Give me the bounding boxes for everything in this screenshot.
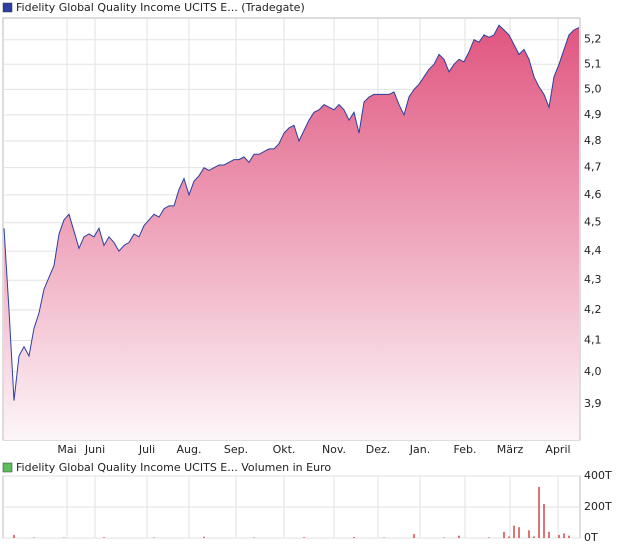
legend-label: Fidelity Global Quality Income UCITS E..… — [16, 461, 331, 474]
y-tick-label: 5,1 — [584, 57, 602, 70]
volume-bar — [353, 537, 355, 538]
y-tick-label: 4,0 — [584, 365, 602, 378]
x-tick-label: Nov. — [322, 443, 346, 456]
x-tick-label: Aug. — [177, 443, 202, 456]
y-tick-label: 4,5 — [584, 216, 602, 229]
volume-bar — [13, 534, 15, 538]
y-tick-label: 3,9 — [584, 397, 602, 410]
area — [4, 25, 579, 440]
y-tick-label: 4,1 — [584, 334, 602, 347]
x-tick-label: Dez. — [366, 443, 391, 456]
volume-bar — [518, 527, 520, 538]
y-tick-label: 400T — [584, 469, 612, 482]
y-tick-label: 5,0 — [584, 82, 602, 95]
volume-bar — [503, 531, 505, 538]
y-tick-label: 4,9 — [584, 108, 602, 121]
x-tick-label: Mai — [57, 443, 76, 456]
y-tick-label: 4,8 — [584, 134, 602, 147]
volume-bar — [488, 537, 490, 538]
volume-bar — [543, 503, 545, 538]
line — [3, 24, 580, 401]
y-tick-label: 4,7 — [584, 161, 602, 174]
legend-swatch — [2, 2, 13, 13]
volume-bar — [413, 534, 415, 538]
volume-bar — [303, 537, 305, 538]
volume-bar — [563, 533, 565, 538]
y-tick-label: 4,2 — [584, 303, 602, 316]
y-tick-label: 200T — [584, 500, 612, 513]
x-tick-label: Okt. — [273, 443, 296, 456]
volume-bar — [568, 535, 570, 538]
volume-bar — [508, 536, 510, 538]
x-tick-label: Feb. — [454, 443, 477, 456]
x-tick-label: Juni — [84, 443, 105, 456]
volume-bar — [528, 530, 530, 538]
volume-bar — [458, 535, 460, 538]
y-tick-label: 4,6 — [584, 188, 602, 201]
legend-swatch — [2, 462, 13, 473]
x-tick-label: April — [545, 443, 570, 456]
volume-bar — [203, 536, 205, 538]
volume-bar — [548, 531, 550, 538]
y-tick-label: 0T — [584, 531, 598, 544]
legend-label: Fidelity Global Quality Income UCITS E..… — [16, 1, 305, 14]
x-tick-label: März — [497, 443, 524, 456]
y-tick-label: 5,2 — [584, 33, 602, 46]
x-tick-label: Juli — [138, 443, 155, 456]
volume-bar — [558, 534, 560, 538]
x-tick-label: Jan. — [409, 443, 430, 456]
x-tick-label: Sep. — [224, 443, 248, 456]
y-tick-label: 4,4 — [584, 244, 602, 257]
volume-bar — [538, 486, 540, 538]
volume-bar — [533, 536, 535, 538]
volume-bar — [513, 525, 515, 538]
y-tick-label: 4,3 — [584, 273, 602, 286]
volume-bar — [103, 537, 105, 538]
